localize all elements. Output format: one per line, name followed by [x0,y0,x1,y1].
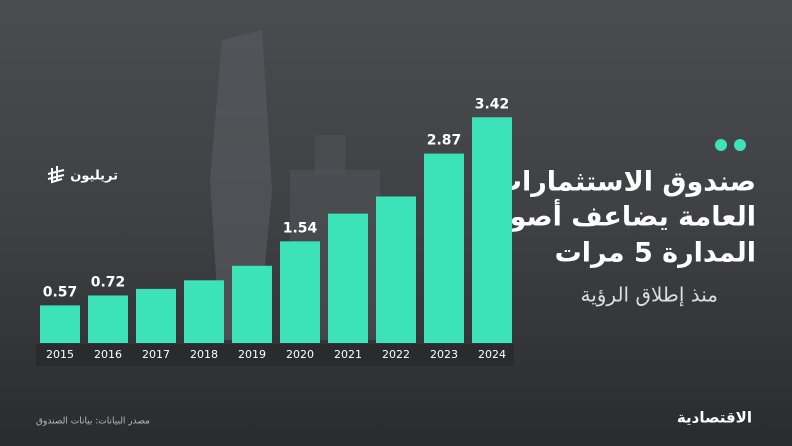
x-tick-label: 2016 [94,348,122,361]
value-label: 0.72 [91,274,126,290]
subtitle: منذ إطلاق الرؤية [580,283,718,308]
dot [715,139,727,151]
value-label: 0.57 [43,284,78,300]
bar [40,305,80,343]
bar [424,153,464,343]
dot [734,139,746,151]
bar [472,117,512,343]
bar [184,280,224,343]
x-tick-label: 2022 [382,348,410,361]
brand: الاقتصادية [677,409,752,427]
unit: تريليون [70,169,118,184]
x-tick-label: 2020 [286,348,314,361]
bar [328,213,368,343]
bar [232,265,272,343]
tower [210,30,272,340]
title-line: العامة يضاعف أصوله [483,199,756,233]
bar [280,241,320,343]
value-label: 2.87 [427,133,462,149]
x-tick-label: 2015 [46,348,74,361]
value-label: 1.54 [283,220,318,236]
bar [136,288,176,343]
x-tick-label: 2018 [190,348,218,361]
source: مصدر البيانات: بيانات الصندوق [36,417,150,427]
x-tick-label: 2019 [238,348,266,361]
x-tick-label: 2023 [430,348,458,361]
building [315,135,345,175]
currency-icon [47,166,65,184]
value-label: 3.42 [475,96,510,112]
x-tick-label: 2024 [478,348,506,361]
x-tick-label: 2017 [142,348,170,361]
bar [88,295,128,343]
axis-strip [36,344,514,366]
title-line: صندوق الاستثمارات [495,167,756,198]
bar [376,196,416,343]
x-tick-label: 2021 [334,348,362,361]
title-line: المدارة 5 مرات [555,238,756,269]
